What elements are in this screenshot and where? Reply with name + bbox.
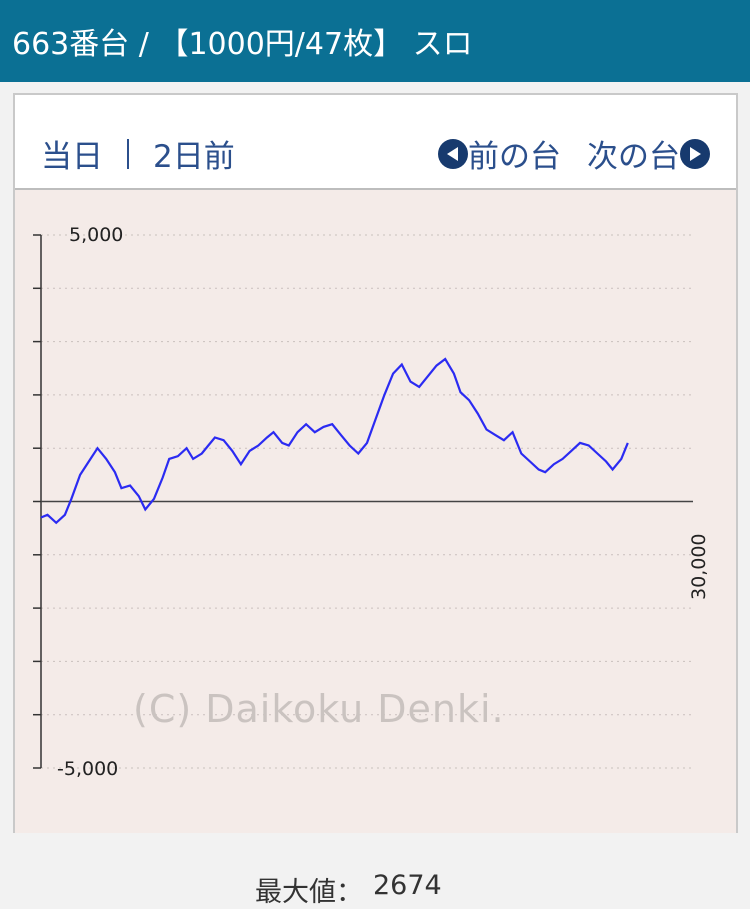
max-value: 2674: [373, 870, 442, 901]
y-min-tick-label: -5,000: [57, 758, 118, 780]
watermark: (C) Daikoku Denki.: [133, 687, 505, 731]
machine-switcher: 前の台 次の台: [438, 131, 710, 176]
max-label: 最大値：: [255, 877, 363, 908]
prev-machine-link[interactable]: 前の台: [468, 139, 561, 175]
tab-two-days-ago[interactable]: 2日前: [153, 139, 235, 175]
x-max-tick-label: 30,000: [688, 534, 710, 600]
nav-divider: [127, 138, 129, 169]
graph-nav: 当日 2日前 前の台 次の台: [15, 95, 736, 190]
prev-arrow-icon[interactable]: [438, 138, 468, 169]
tab-today[interactable]: 当日: [41, 139, 103, 175]
day-selector: 当日 2日前: [41, 131, 235, 176]
graph-panel: 当日 2日前 前の台 次の台 5,000 -5,000 30,000 (C) D…: [13, 93, 738, 908]
max-value-row: 最大値： 2674: [255, 870, 442, 909]
payout-chart: 5,000 -5,000 30,000 (C) Daikoku Denki. 最…: [15, 190, 736, 908]
payout-series-line: [40, 357, 629, 525]
machine-title: 663番台 / 【1000円/47枚】 スロ: [12, 27, 473, 62]
next-arrow-icon[interactable]: [680, 138, 710, 169]
chart-canvas: 5,000 -5,000 30,000: [33, 224, 710, 780]
y-max-tick-label: 5,000: [69, 224, 123, 246]
machine-header: 663番台 / 【1000円/47枚】 スロ: [0, 0, 750, 82]
next-machine-link[interactable]: 次の台: [587, 139, 680, 175]
